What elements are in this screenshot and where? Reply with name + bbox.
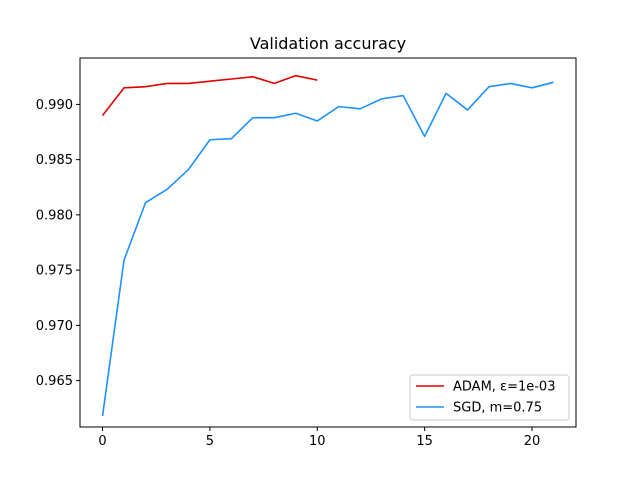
legend-label-1: ADAM, ε=1e-03 — [453, 380, 555, 395]
series-line-1 — [101, 74, 318, 116]
y-tick-label: 0.990 — [36, 98, 73, 113]
chart-title: Validation accuracy — [250, 34, 406, 53]
legend-label-2: SGD, m=0.75 — [453, 401, 542, 416]
y-tick-label: 0.965 — [36, 374, 73, 389]
plot-area — [101, 74, 554, 417]
x-tick-label: 10 — [309, 434, 326, 449]
series-line-2 — [101, 81, 554, 417]
legend: ADAM, ε=1e-03 SGD, m=0.75 — [409, 374, 570, 421]
x-tick-label: 0 — [98, 434, 106, 449]
x-tick-label: 5 — [206, 434, 214, 449]
y-tick-label: 0.970 — [36, 319, 73, 334]
x-tick-label: 15 — [416, 434, 433, 449]
y-tick-label: 0.980 — [36, 208, 73, 223]
legend-box — [409, 374, 570, 421]
plot-frame — [79, 57, 577, 428]
x-tick-label: 20 — [524, 434, 541, 449]
y-tick-label: 0.975 — [36, 264, 73, 279]
y-tick-label: 0.985 — [36, 153, 73, 168]
axes: 0 5 10 15 20 0.965 0.970 0.975 0.980 0.985 0.990 — [36, 98, 540, 449]
